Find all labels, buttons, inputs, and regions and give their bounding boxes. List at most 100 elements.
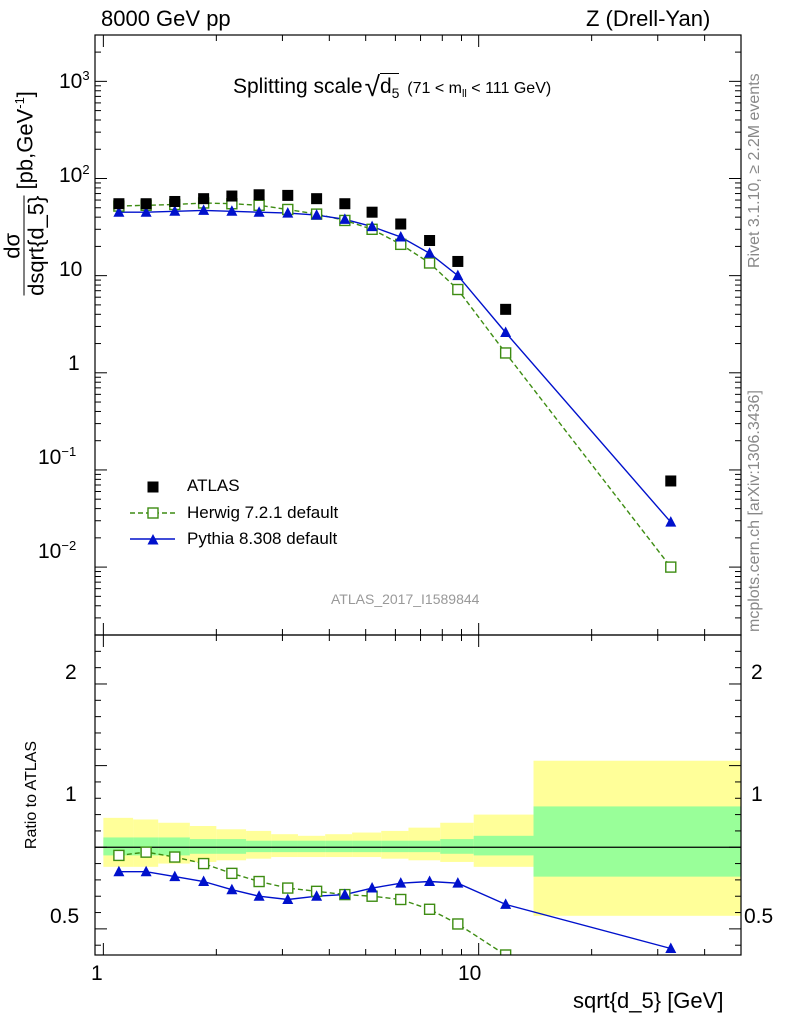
lower-frame bbox=[94, 634, 742, 956]
ratio-pythia-point bbox=[113, 865, 125, 877]
band-inner-13 bbox=[473, 835, 534, 856]
pythia-point bbox=[395, 230, 407, 242]
atlas-point bbox=[140, 198, 152, 210]
atlas-point bbox=[198, 193, 210, 205]
pythia-point bbox=[424, 247, 436, 258]
legend-herwig-marker bbox=[147, 507, 159, 519]
atlas-point bbox=[339, 198, 351, 210]
pythia-point bbox=[113, 206, 125, 217]
ratio-uncertainty-bands bbox=[103, 760, 741, 916]
legend-herwig: Herwig 7.2.1 default bbox=[187, 503, 339, 522]
atlas-point bbox=[113, 198, 125, 210]
legend-pythia-marker bbox=[147, 534, 159, 545]
herwig-point bbox=[499, 347, 512, 359]
mcplots-label: mcplots.cern.ch [arXiv:1306.3436] bbox=[746, 390, 763, 632]
atlas-point bbox=[311, 193, 323, 205]
ratio-herwig-point bbox=[113, 849, 125, 862]
ratio-herwig-point bbox=[197, 857, 210, 870]
lower-ytick-1-left: 1 bbox=[65, 783, 77, 806]
lower-y-axis-label: Ratio to ATLAS bbox=[23, 740, 40, 850]
pythia-point bbox=[665, 516, 677, 527]
herwig-point bbox=[452, 283, 464, 296]
plot-title-cut: (71 < mll < 111 GeV) bbox=[407, 80, 552, 101]
herwig-point bbox=[665, 561, 677, 573]
ratio-herwig-point bbox=[253, 875, 265, 888]
ylabel-denominator: dsqrt{d_5} bbox=[23, 195, 49, 296]
upper-ytick-0.1: 10−1 bbox=[38, 444, 77, 469]
upper-ytick-100: 102 bbox=[59, 162, 90, 187]
pythia-point bbox=[500, 326, 512, 337]
legend-atlas-marker bbox=[147, 481, 159, 493]
herwig-point bbox=[423, 257, 436, 269]
ratio-pythia-point bbox=[253, 890, 265, 901]
herwig-line bbox=[118, 202, 672, 568]
pythia-point bbox=[311, 209, 323, 220]
lower-ytick-0.5-right: 0.5 bbox=[744, 905, 774, 928]
plot-title: Splitting scale√d5 (71 < mll < 111 GeV) bbox=[233, 68, 552, 102]
header-right: Z (Drell-Yan) bbox=[586, 6, 711, 31]
atlas-point bbox=[226, 190, 238, 202]
atlas-point bbox=[665, 475, 677, 487]
sqrt-symbol: √ bbox=[364, 71, 380, 102]
lower-ytick-0.5-left: 0.5 bbox=[50, 905, 80, 928]
atlas-point bbox=[424, 235, 436, 247]
ratio-herwig-point bbox=[366, 890, 378, 902]
band-inner-2 bbox=[158, 837, 190, 856]
band-inner-0 bbox=[103, 837, 134, 856]
plot-title-var: d5 bbox=[379, 73, 400, 102]
ratio-series bbox=[113, 846, 677, 955]
lower-ytick-2-left: 2 bbox=[65, 661, 77, 684]
ratio-pythia-point bbox=[339, 888, 351, 900]
band-inner-10 bbox=[381, 840, 409, 853]
x-axis-label: sqrt{d_5} [GeV] bbox=[573, 988, 724, 1013]
axes-frames bbox=[94, 34, 742, 956]
atlas-point bbox=[500, 303, 512, 315]
ratio-pythia-point bbox=[500, 898, 512, 909]
legend-atlas: ATLAS bbox=[187, 476, 240, 495]
ratio-herwig-point bbox=[423, 903, 436, 915]
band-inner-12 bbox=[440, 839, 474, 854]
band-inner-7 bbox=[297, 840, 326, 853]
band-inner-5 bbox=[246, 840, 272, 853]
band-inner-1 bbox=[133, 837, 159, 856]
rivet-label: Rivet 3.1.10, ≥ 2.2M events bbox=[746, 73, 763, 268]
upper-ytick-10: 10 bbox=[59, 258, 83, 281]
atlas-point bbox=[366, 206, 378, 218]
pythia-point bbox=[253, 206, 265, 217]
atlas-point bbox=[282, 189, 294, 201]
upper-ytick-1: 1 bbox=[68, 352, 80, 375]
ylabel-numerator: dσ bbox=[0, 195, 25, 296]
atlas-point bbox=[452, 255, 464, 267]
pythia-point bbox=[452, 269, 464, 281]
pythia-point bbox=[226, 205, 238, 216]
band-inner-9 bbox=[352, 840, 382, 853]
ratio-pythia-point bbox=[665, 942, 677, 953]
header-left: 8000 GeV pp bbox=[101, 6, 231, 31]
legend-pythia: Pythia 8.308 default bbox=[187, 529, 338, 548]
analysis-watermark: ATLAS_2017_I1589844 bbox=[331, 591, 480, 607]
upper-ytick-0.01: 10−2 bbox=[38, 538, 77, 563]
lower-ytick-1-right: 1 bbox=[751, 783, 763, 806]
upper-series bbox=[113, 189, 677, 573]
ratio-pythia-point bbox=[226, 883, 238, 895]
pythia-point bbox=[282, 207, 294, 218]
ratio-herwig-point bbox=[282, 882, 294, 894]
ratio-herwig-point bbox=[452, 918, 464, 930]
xtick-10: 10 bbox=[458, 962, 482, 985]
ratio-herwig-point bbox=[499, 949, 512, 955]
pythia-point bbox=[339, 213, 351, 224]
ratio-pythia-point bbox=[311, 890, 323, 901]
band-inner-8 bbox=[325, 840, 353, 853]
ratio-pythia-point bbox=[140, 865, 152, 877]
atlas-point bbox=[395, 218, 407, 230]
band-inner-3 bbox=[189, 839, 217, 854]
band-inner-4 bbox=[216, 839, 247, 854]
pythia-point bbox=[169, 205, 181, 216]
plot-title-main: Splitting scale bbox=[233, 75, 363, 98]
upper-y-axis-label: dσ dsqrt{d_5} [pb,GeV-1] bbox=[0, 54, 49, 334]
ratio-pythia-point bbox=[452, 877, 464, 888]
band-inner-6 bbox=[271, 840, 298, 853]
atlas-point bbox=[169, 195, 181, 207]
ylabel-units: [pb,GeV-1] bbox=[11, 91, 38, 190]
